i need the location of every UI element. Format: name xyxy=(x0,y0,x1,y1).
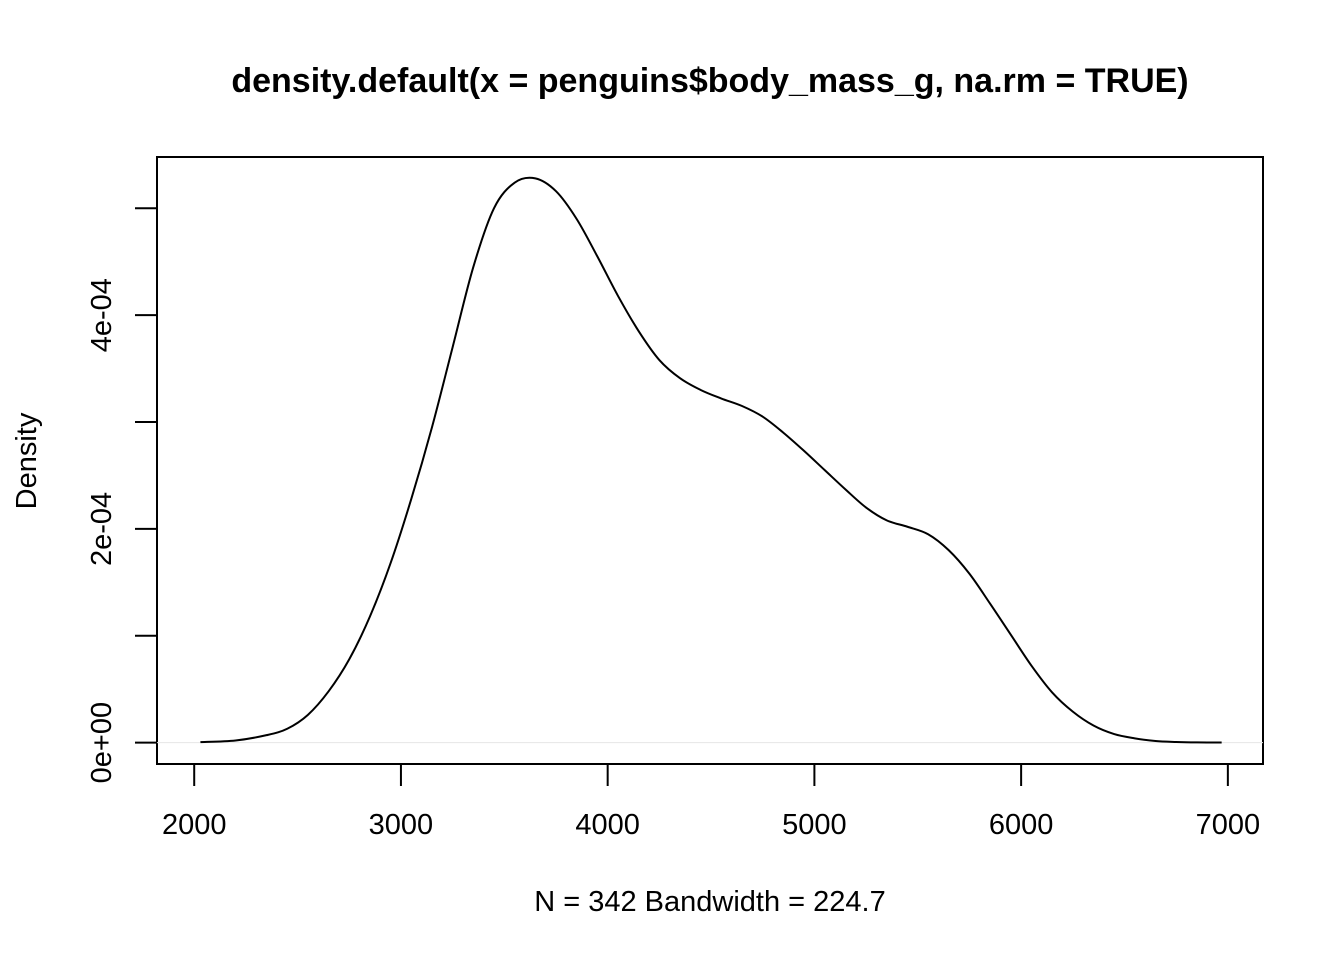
y-axis-label: Density xyxy=(11,412,43,509)
x-tick-label: 4000 xyxy=(575,809,640,841)
plot-frame xyxy=(156,156,1264,765)
x-tick-label: 6000 xyxy=(989,809,1054,841)
density-curve xyxy=(200,176,1222,744)
x-axis: 2000 3000 4000 5000 6000 7000 xyxy=(162,763,1261,841)
chart-title: density.default(x = penguins$body_mass_g… xyxy=(231,62,1188,100)
x-axis-label: N = 342 Bandwidth = 224.7 xyxy=(534,886,885,918)
x-tick-label: 2000 xyxy=(162,809,227,841)
y-axis: 0e+00 2e-04 4e-04 xyxy=(86,207,158,783)
x-tick-label: 5000 xyxy=(782,809,847,841)
y-tick-label: 4e-04 xyxy=(86,278,118,352)
x-tick-label: 3000 xyxy=(369,809,434,841)
y-tick-label: 0e+00 xyxy=(86,702,118,783)
x-tick-label: 7000 xyxy=(1196,809,1261,841)
y-tick-label: 2e-04 xyxy=(86,492,118,566)
plot-area xyxy=(157,176,1263,744)
